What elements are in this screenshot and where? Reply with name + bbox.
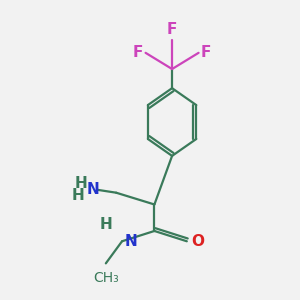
Text: H: H xyxy=(100,217,112,232)
Text: H: H xyxy=(74,176,87,191)
Text: F: F xyxy=(133,45,143,60)
Text: H: H xyxy=(71,188,84,203)
Text: CH₃: CH₃ xyxy=(93,271,119,285)
Text: F: F xyxy=(167,22,177,37)
Text: F: F xyxy=(201,45,211,60)
Text: O: O xyxy=(191,234,204,249)
Text: N: N xyxy=(124,234,137,249)
Text: N: N xyxy=(86,182,99,197)
